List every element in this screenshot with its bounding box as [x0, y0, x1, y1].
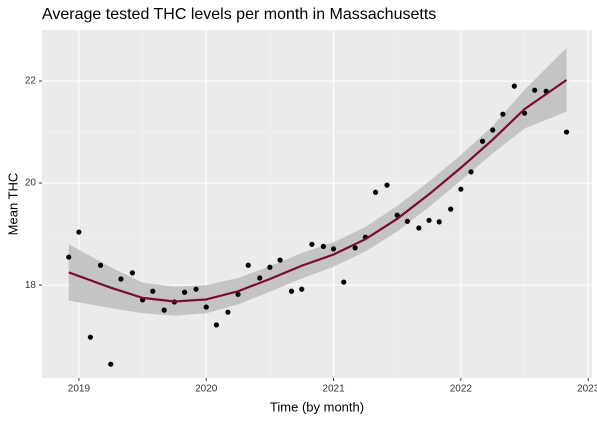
data-point — [320, 243, 326, 249]
y-tick-label: 20 — [25, 178, 37, 189]
data-point — [267, 264, 273, 270]
data-point — [330, 246, 337, 252]
data-point — [257, 275, 263, 281]
data-point — [87, 334, 93, 340]
data-point — [288, 288, 295, 294]
panel — [42, 30, 592, 378]
data-point — [468, 169, 474, 175]
data-point — [225, 309, 231, 315]
data-point — [426, 217, 432, 223]
data-point — [66, 254, 72, 260]
data-point — [193, 286, 199, 292]
y-tick-label: 22 — [25, 76, 37, 87]
confidence-band — [68, 47, 567, 316]
data-point — [309, 241, 315, 247]
data-point — [479, 138, 486, 144]
x-tick-label: 2023 — [577, 384, 597, 395]
data-point — [521, 110, 528, 116]
data-point — [245, 262, 251, 268]
data-point — [108, 361, 114, 367]
x-axis-title: Time (by month) — [270, 399, 364, 414]
smooth-line — [68, 79, 568, 303]
data-point — [161, 307, 167, 313]
data-point — [511, 83, 517, 89]
data-point — [277, 257, 283, 263]
data-point — [448, 206, 454, 212]
data-point — [563, 129, 570, 135]
data-point — [341, 279, 347, 285]
chart-title: Average tested THC levels per month in M… — [42, 6, 436, 23]
data-point — [416, 225, 422, 231]
data-point — [76, 229, 82, 235]
data-point — [404, 218, 410, 224]
x-tick-label: 2019 — [68, 384, 91, 395]
y-axis-title: Mean THC — [5, 173, 20, 236]
data-point — [500, 111, 506, 117]
data-point — [129, 270, 135, 276]
plot-layer — [42, 30, 592, 378]
data-point — [118, 276, 124, 282]
x-tick-label: 2020 — [195, 384, 218, 395]
data-point — [352, 245, 358, 251]
data-point — [203, 304, 209, 310]
data-point — [235, 291, 241, 297]
data-point — [97, 262, 104, 268]
data-point — [436, 219, 442, 225]
data-point — [532, 87, 538, 93]
data-point — [150, 288, 156, 294]
x-tick-label: 2021 — [322, 384, 345, 395]
data-point — [372, 189, 379, 195]
data-point — [181, 289, 188, 295]
data-point — [384, 182, 390, 188]
y-tick-label: 18 — [25, 280, 37, 291]
data-point — [213, 322, 220, 328]
x-tick-label: 2022 — [450, 384, 473, 395]
data-point — [458, 186, 464, 192]
data-point — [490, 127, 496, 133]
data-point — [299, 286, 305, 292]
